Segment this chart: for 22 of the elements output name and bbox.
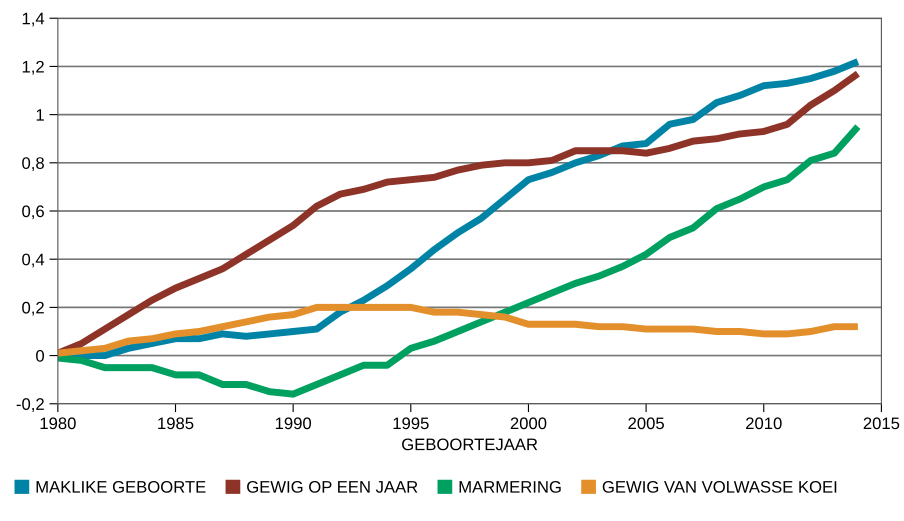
- y-tick-label: 0: [36, 350, 44, 362]
- legend-label: GEWIG OP EEN JAAR: [247, 480, 418, 493]
- y-tick-label: -0,2: [16, 398, 44, 412]
- y-tick-label: 0,2: [22, 302, 44, 316]
- x-tick-label: 2005: [628, 417, 664, 430]
- y-tick-label: 1,2: [22, 60, 44, 75]
- x-tick-label: 2015: [864, 417, 900, 430]
- y-tick-label: 0,6: [22, 205, 44, 220]
- y-tick-label: 0,8: [22, 157, 44, 171]
- y-tick-label: 1,4: [22, 12, 44, 26]
- legend-label: GEWIG VAN VOLWASSE KOEI: [602, 480, 836, 493]
- x-axis-title: GEBOORTEJAAR: [402, 438, 538, 450]
- x-tick-label: 1980: [40, 417, 76, 430]
- x-tick-label: 2010: [746, 417, 782, 430]
- y-tick-label: 1: [36, 109, 44, 121]
- legend-label: MAKLIKE GEBOORTE: [36, 480, 206, 493]
- y-tick-label: 0,4: [22, 254, 44, 268]
- legend-label: MARMERING: [460, 480, 561, 493]
- x-tick-label: 1990: [276, 417, 312, 430]
- x-tick-label: 2000: [510, 417, 546, 430]
- x-tick-label: 1985: [158, 417, 194, 430]
- x-tick-label: 1995: [394, 417, 429, 430]
